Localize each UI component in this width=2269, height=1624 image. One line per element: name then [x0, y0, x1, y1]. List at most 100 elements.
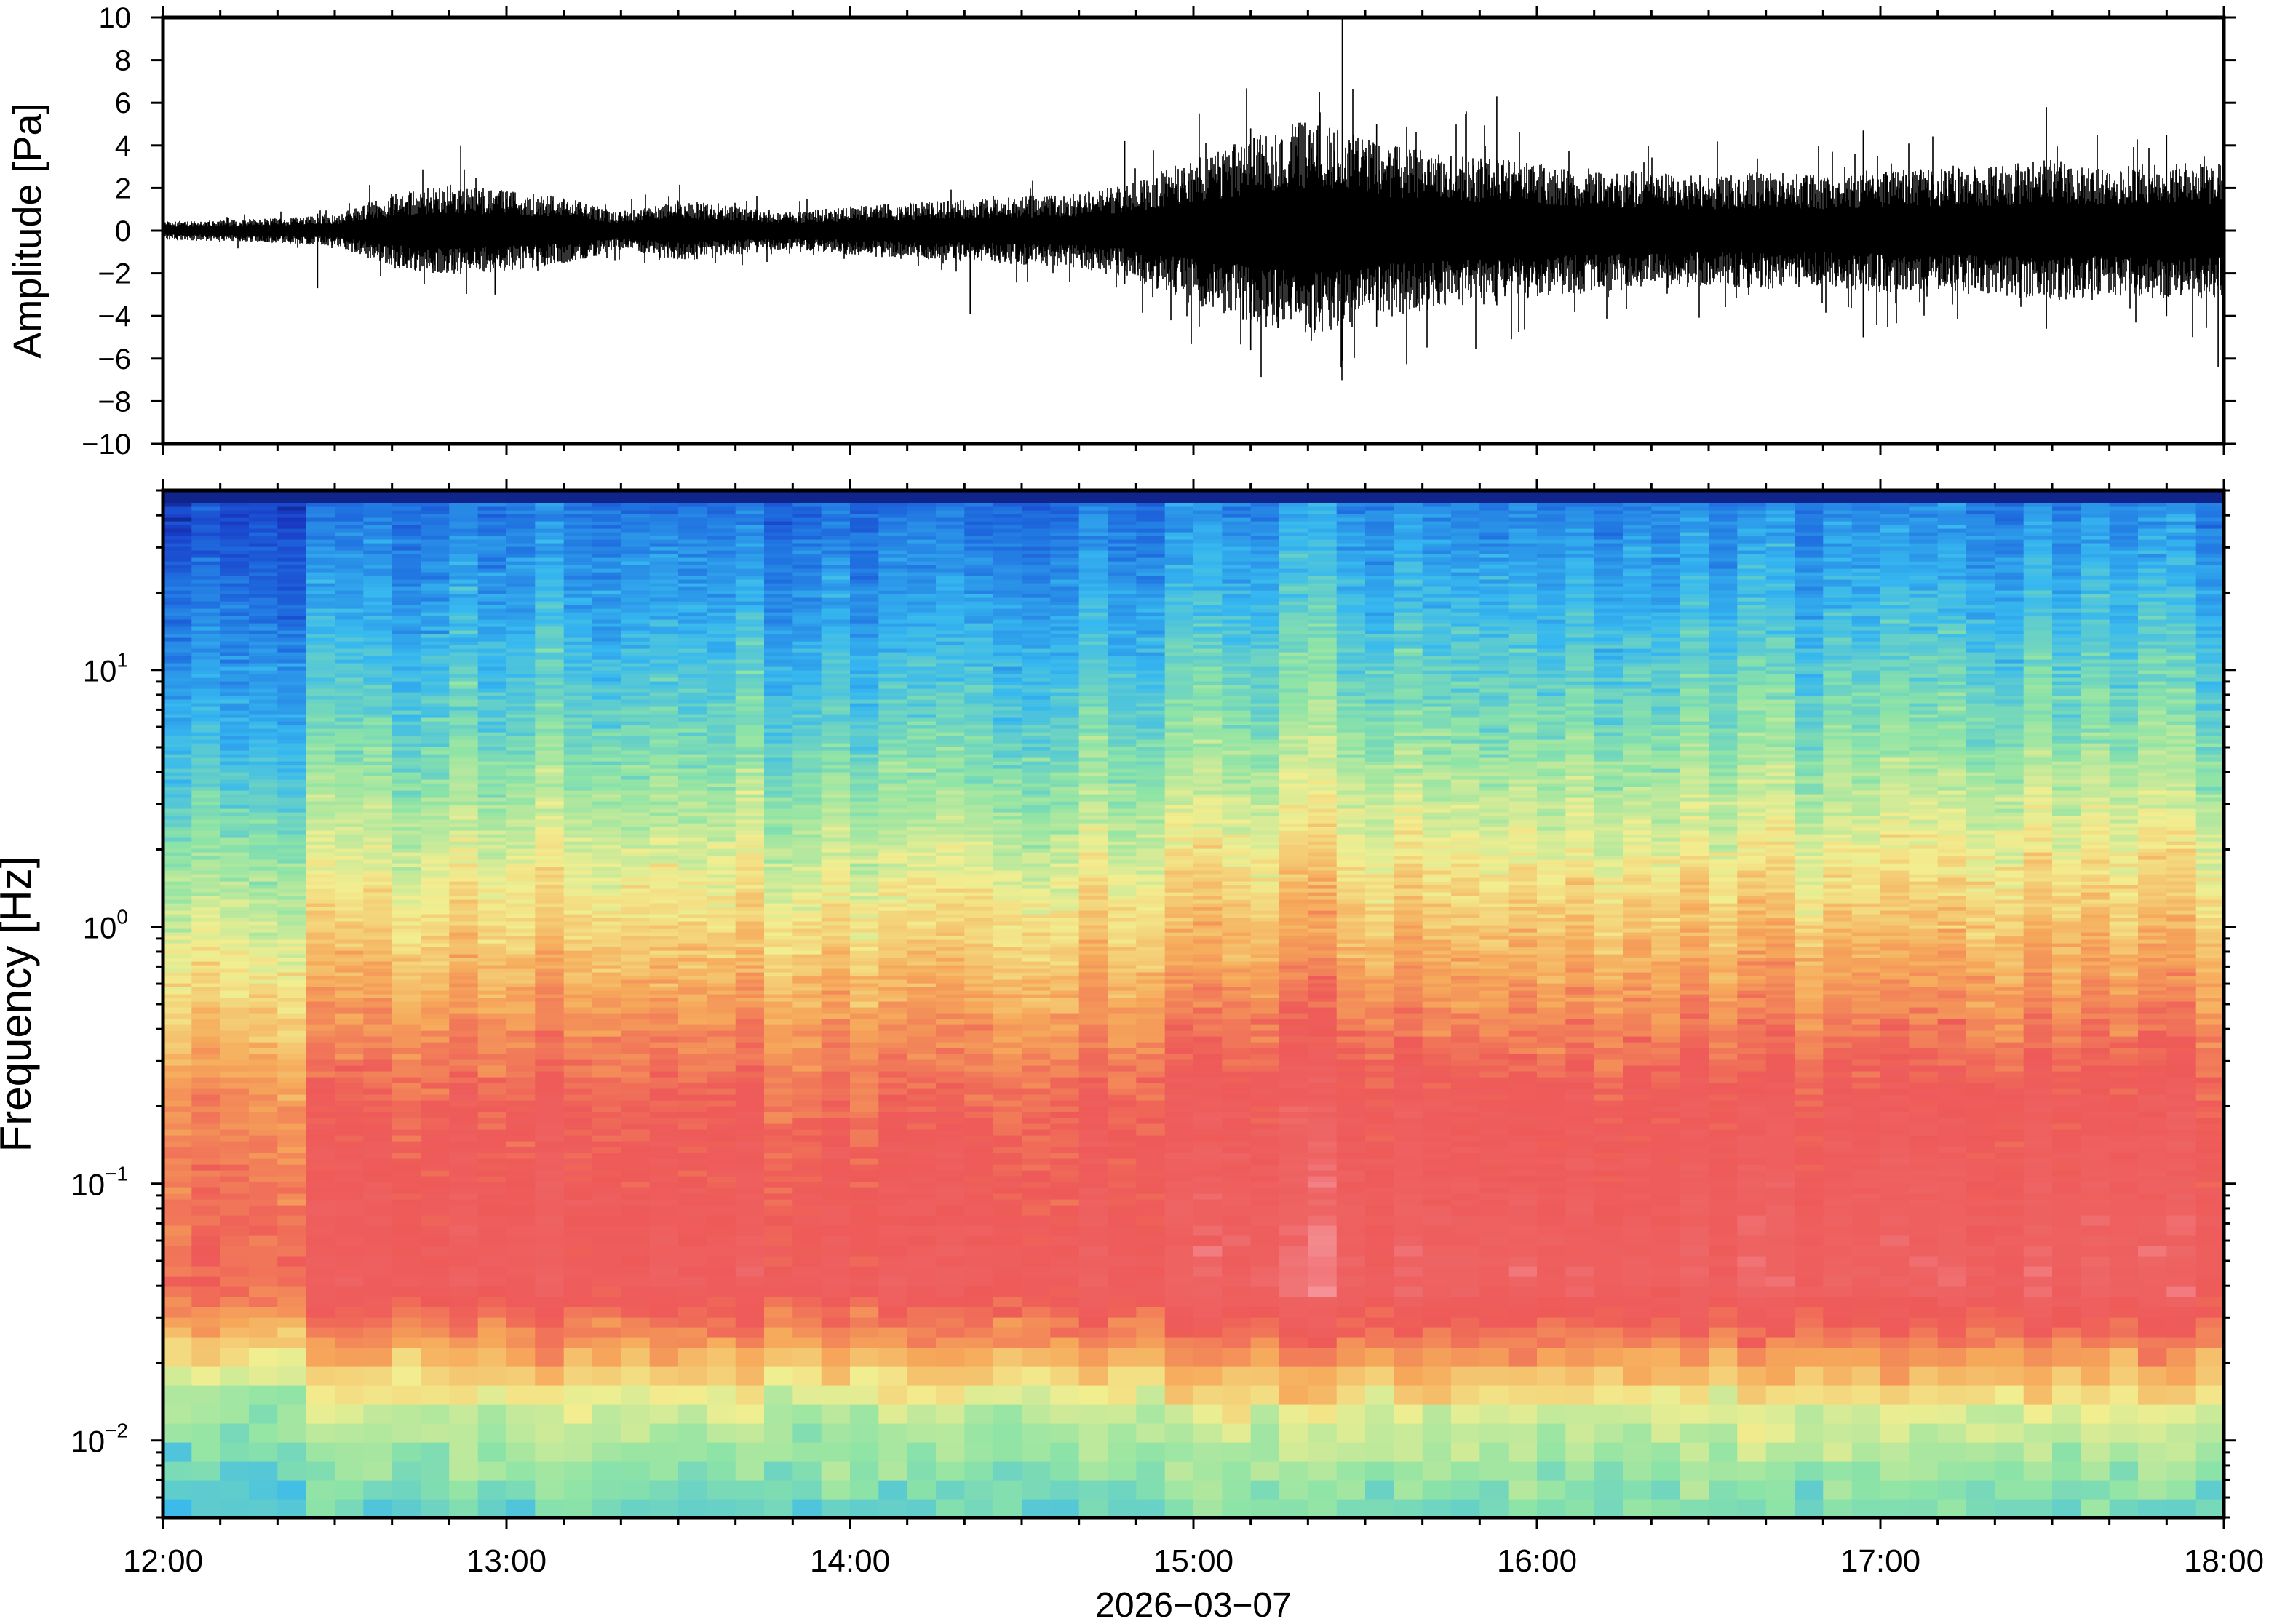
- spectrogram-cell: [792, 641, 822, 645]
- spectrogram-cell: [392, 961, 421, 966]
- spectrogram-cell: [249, 932, 279, 936]
- spectrogram-cell: [449, 656, 479, 660]
- spectrogram-cell: [421, 1199, 450, 1206]
- spectrogram-cell: [649, 1007, 679, 1014]
- spectrogram-cell: [163, 885, 193, 889]
- spectrogram-cell: [163, 848, 193, 853]
- spectrogram-cell: [592, 976, 622, 980]
- spectrogram-cell: [191, 717, 221, 722]
- spectrogram-cell: [506, 685, 536, 689]
- spectrogram-cell: [335, 1170, 365, 1177]
- spectrogram-cell: [621, 495, 651, 500]
- spectrogram-cell: [363, 623, 393, 627]
- spectrogram-cell: [306, 536, 335, 540]
- spectrogram-cell: [506, 736, 536, 740]
- spectrogram-cell: [649, 1442, 679, 1462]
- spectrogram-cell: [363, 536, 393, 540]
- spectrogram-cell: [163, 517, 193, 522]
- spectrogram-cell: [735, 634, 765, 638]
- spectrogram-cell: [764, 768, 794, 773]
- spectrogram-cell: [392, 521, 421, 525]
- spectrogram-cell: [535, 1276, 565, 1287]
- spectrogram-cell: [191, 536, 221, 540]
- spectrogram-cell: [277, 972, 307, 976]
- spectrogram-cell: [363, 892, 393, 896]
- spectrogram-cell: [335, 754, 365, 758]
- spectrogram-cell: [249, 728, 279, 733]
- spectrogram-cell: [821, 921, 851, 926]
- spectrogram-cell: [592, 736, 622, 740]
- spectrogram-cell: [850, 925, 880, 929]
- spectrogram-cell: [649, 717, 679, 722]
- spectrogram-cell: [563, 1499, 593, 1518]
- spectrogram-cell: [707, 1348, 736, 1367]
- spectrogram-cell: [792, 645, 822, 649]
- spectrogram-cell: [335, 747, 365, 751]
- spectrogram-cell: [249, 536, 279, 540]
- spectrogram-cell: [477, 1100, 507, 1107]
- spectrogram-cell: [220, 645, 250, 649]
- spectrogram-cell: [392, 932, 421, 936]
- spectrogram-cell: [563, 841, 593, 845]
- spectrogram-cell: [707, 528, 736, 533]
- spectrogram-cell: [335, 1182, 365, 1188]
- spectrogram-cell: [506, 1337, 536, 1348]
- spectrogram-cell: [592, 834, 622, 838]
- spectrogram-cell: [563, 874, 593, 878]
- spectrogram-cell: [764, 834, 794, 838]
- spectrogram-cell: [735, 714, 765, 718]
- spectrogram-cell: [792, 659, 822, 664]
- spectrogram-cell: [707, 656, 736, 660]
- spectrogram-cell: [792, 837, 822, 842]
- spectrogram-cell: [563, 608, 593, 613]
- spectrogram-cell: [249, 692, 279, 696]
- spectrogram-cell: [621, 1461, 651, 1481]
- spectrogram-cell: [649, 958, 679, 962]
- spectrogram-cell: [220, 572, 250, 576]
- spectrogram-cell: [363, 514, 393, 518]
- spectrogram-cell: [306, 859, 335, 864]
- spectrogram-cell: [363, 652, 393, 656]
- spectrogram-cell: [764, 612, 794, 616]
- spectrogram-cell: [621, 768, 651, 773]
- spectrogram-cell: [850, 1164, 880, 1171]
- spectrogram-cell: [163, 536, 193, 540]
- spectrogram-cell: [163, 1100, 193, 1107]
- spectrogram-cell: [764, 1170, 794, 1177]
- spectrogram-cell: [220, 699, 250, 704]
- spectrogram-cell: [850, 987, 880, 991]
- spectrogram-cell: [563, 1001, 593, 1008]
- spectrogram-cell: [735, 768, 765, 773]
- spectrogram-cell: [277, 965, 307, 969]
- spectrogram-cell: [707, 576, 736, 580]
- spectrogram-cell: [477, 619, 507, 624]
- spectrogram-cell: [678, 994, 708, 998]
- spectrogram-cell: [220, 630, 250, 634]
- spectrogram-cell: [792, 819, 822, 824]
- spectrogram-cell: [735, 1182, 765, 1188]
- spectrogram-cell: [392, 677, 421, 682]
- spectrogram-cell: [821, 914, 851, 918]
- spectrogram-cell: [735, 972, 765, 976]
- spectrogram-cell: [220, 616, 250, 620]
- spectrogram-cell: [506, 506, 536, 511]
- spectrogram-cell: [563, 623, 593, 627]
- spectrogram-cell: [506, 499, 536, 503]
- spectrogram-cell: [249, 1215, 279, 1226]
- spectrogram-cell: [421, 983, 450, 987]
- spectrogram-cell: [821, 517, 851, 522]
- spectrogram-cell: [506, 1327, 536, 1338]
- spectrogram-cell: [621, 1499, 651, 1518]
- spectrogram-cell: [792, 1256, 822, 1267]
- spectrogram-cell: [764, 976, 794, 980]
- spectrogram-cell: [735, 1135, 765, 1142]
- spectrogram-cell: [707, 976, 736, 980]
- spectrogram-cell: [421, 717, 450, 722]
- spectrogram-cell: [535, 637, 565, 642]
- spectrogram-cell: [220, 1327, 250, 1338]
- spectrogram-cell: [449, 779, 479, 784]
- spectrogram-cell: [335, 579, 365, 584]
- spectrogram-cell: [821, 499, 851, 503]
- spectrogram-cell: [821, 1499, 851, 1518]
- spectrogram-cell: [335, 1147, 365, 1153]
